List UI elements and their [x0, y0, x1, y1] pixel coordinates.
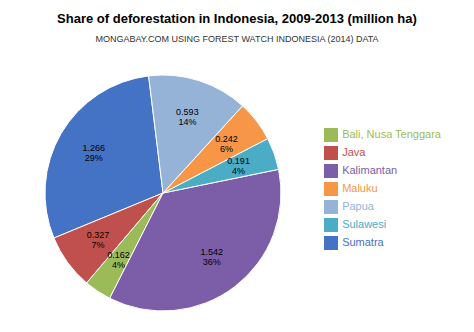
svg-text:1.54236%: 1.54236%: [200, 247, 223, 267]
svg-text:0.59314%: 0.59314%: [176, 107, 199, 127]
svg-text:1.26629%: 1.26629%: [82, 143, 105, 163]
html-text:Kalimantan: Kalimantan: [342, 164, 398, 176]
html-text:Sulawesi: Sulawesi: [342, 218, 387, 230]
html-text:Share of deforestation in Indo: Share of deforestation in Indonesia, 200…: [57, 11, 417, 26]
svg-text:0.1624%: 0.1624%: [107, 250, 130, 270]
html-text:Sumatra: Sumatra: [342, 236, 384, 248]
svg-text:0.1914%: 0.1914%: [227, 156, 250, 176]
svg-text:0.2426%: 0.2426%: [215, 134, 238, 154]
html-text:Papua: Papua: [342, 200, 374, 212]
html-text:MONGABAY.COM USING FOREST WATC: MONGABAY.COM USING FOREST WATCH INDONESI…: [95, 34, 379, 44]
html-text:Java: Java: [342, 146, 366, 158]
html-text:Maluku: Maluku: [342, 182, 378, 194]
svg-text:0.3277%: 0.3277%: [87, 230, 110, 250]
html-text:Bali, Nusa Tenggara: Bali, Nusa Tenggara: [342, 128, 441, 140]
